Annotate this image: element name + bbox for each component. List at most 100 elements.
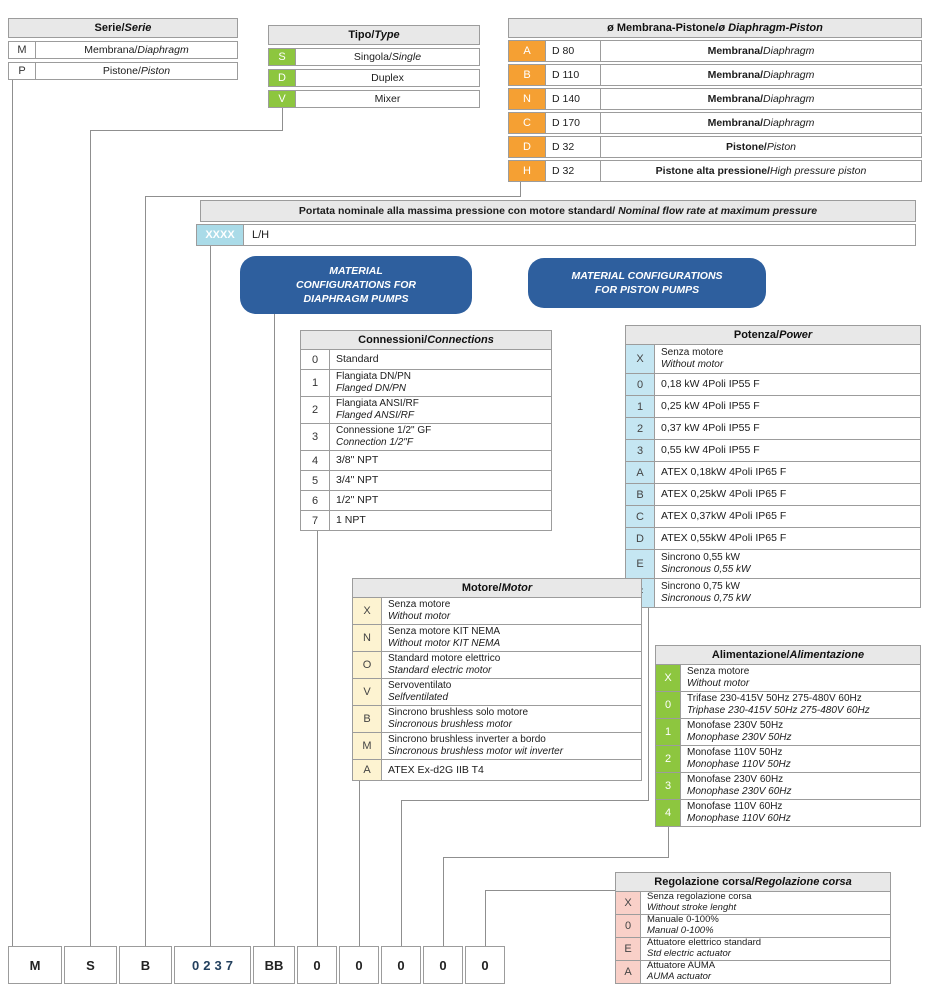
row-desc: Senza motore Without motor — [381, 597, 642, 625]
label-it: Standard — [336, 353, 379, 366]
row-desc: ATEX Ex-d2G IIB T4 — [381, 759, 642, 781]
example-code-serie: M — [8, 946, 62, 984]
label-it: Singola/ — [353, 50, 392, 63]
title-it: Regolazione corsa/ — [654, 876, 755, 888]
code-cell: P — [8, 62, 36, 80]
table-row: N Senza motore KIT NEMA Without motor KIT … — [352, 624, 642, 652]
label-it: 3/4" NPT — [336, 474, 379, 487]
label-it: Monofase 230V 60Hz — [687, 774, 784, 785]
flow-rate-header: Portata nominale alla massima pressione … — [200, 200, 916, 222]
connector-line — [90, 130, 91, 946]
flow-rate-code-cell: XXXX — [196, 224, 244, 246]
title-it: Tipo/ — [348, 29, 375, 41]
title-en: ø Diaphragm-Piston — [718, 22, 823, 34]
code-cell: N — [352, 624, 382, 652]
code-cell: O — [352, 651, 382, 679]
code-cell: B — [508, 64, 546, 86]
code-cell: 3 — [655, 772, 681, 800]
label-en: Without stroke lenght — [647, 902, 737, 913]
size-cell: D 32 — [545, 136, 601, 158]
stroke-regulation-table-title: Regolazione corsa/Regolazione corsa — [615, 872, 891, 892]
code-cell: 1 — [655, 718, 681, 746]
table-row: 0 Standard — [300, 349, 552, 370]
table-row: A ATEX 0,18kW 4Poli IP65 F — [625, 461, 921, 484]
label-it: 0,37 kW 4Poli IP55 F — [661, 422, 760, 435]
table-row: 3 Connessione 1/2" GF Connection 1/2"F — [300, 423, 552, 451]
label-en: Connection 1/2"F — [336, 437, 413, 448]
power-table-title: Potenza/Power — [625, 325, 921, 345]
table-row: 5 3/4" NPT — [300, 470, 552, 491]
connector-line — [359, 781, 360, 946]
table-row: V Mixer — [268, 90, 480, 108]
label-en: Selfventilated — [388, 692, 449, 703]
label-en: Diaphragm — [763, 116, 815, 129]
size-cell: D 32 — [545, 160, 601, 182]
code-cell: 4 — [655, 799, 681, 827]
row-desc: Sincrono brushless inverter a bordo Sincr… — [381, 732, 642, 760]
connector-line — [145, 196, 146, 946]
connections-table: Connessioni/Connections 0 Standard 1 Flang… — [300, 330, 552, 531]
example-code-supply: 0 — [423, 946, 463, 984]
label-it: Senza motore — [661, 347, 724, 358]
label-en: Std electric actuator — [647, 948, 731, 959]
table-row: A Attuatore AUMA AUMA actuator — [615, 960, 891, 984]
row-desc: Membrana/Diaphragm — [600, 64, 922, 86]
connector-line — [210, 246, 211, 946]
connector-line — [317, 531, 318, 946]
row-desc: Pistone/Piston — [600, 136, 922, 158]
row-desc: Sincrono brushless solo motore Sincronous… — [381, 705, 642, 733]
code-cell: X — [352, 597, 382, 625]
code-cell: M — [8, 41, 36, 59]
code-cell: V — [352, 678, 382, 706]
title-en: Connections — [427, 334, 494, 346]
code-cell: 6 — [300, 490, 330, 511]
code-cell: A — [352, 759, 382, 781]
code-cell: 1 — [300, 369, 330, 397]
row-desc: Mixer — [295, 90, 480, 108]
connector-line — [648, 608, 649, 801]
code-cell: B — [625, 483, 655, 506]
label-it: 0,25 kW 4Poli IP55 F — [661, 400, 760, 413]
code-cell: 1 — [625, 395, 655, 418]
code-cell: X — [655, 664, 681, 692]
table-row: E Sincrono 0,55 kW Sincronous 0,55 kW — [625, 549, 921, 579]
code-cell: 4 — [300, 450, 330, 471]
table-row: 0 0,18 kW 4Poli IP55 F — [625, 373, 921, 396]
code-cell: 5 — [300, 470, 330, 491]
label-it: Attuatore AUMA — [647, 960, 716, 972]
label-en: Without motor — [388, 611, 451, 622]
code-cell: 3 — [625, 439, 655, 462]
example-code-connections: 0 — [297, 946, 337, 984]
connector-line — [443, 857, 444, 946]
row-desc: 3/4" NPT — [329, 470, 552, 491]
row-desc: Trifase 230-415V 50Hz 275-480V 60Hz Triph… — [680, 691, 921, 719]
code-cell: S — [268, 48, 296, 66]
title-en: Power — [779, 329, 813, 341]
label-en: Manual 0-100% — [647, 925, 714, 936]
title-it: ø Membrana-Pistone/ — [607, 22, 719, 34]
row-desc: 0,37 kW 4Poli IP55 F — [654, 417, 921, 440]
code-cell: D — [625, 527, 655, 550]
table-row: O Standard motore elettrico Standard elect… — [352, 651, 642, 679]
supply-table: Alimentazione/Alimentazione X Senza motor… — [655, 645, 921, 827]
tipo-table-title: Tipo/Type — [268, 25, 480, 45]
table-row: 1 0,25 kW 4Poli IP55 F — [625, 395, 921, 418]
example-code-tipo: S — [64, 946, 117, 984]
label-en: Monophase 230V 50Hz — [687, 732, 792, 743]
size-cell: D 140 — [545, 88, 601, 110]
label-it: Membrana/ — [84, 43, 138, 56]
label-en: Monophase 110V 60Hz — [687, 813, 791, 824]
supply-table-title: Alimentazione/Alimentazione — [655, 645, 921, 665]
row-desc: 0,55 kW 4Poli IP55 F — [654, 439, 921, 462]
serie-table-title: Serie/Serie — [8, 18, 238, 38]
label-it: ATEX 0,55kW 4Poli IP65 F — [661, 532, 787, 545]
label-it: Servoventilato — [388, 680, 452, 691]
label-it: Sincrono 0,55 kW — [661, 552, 740, 563]
code-cell: A — [508, 40, 546, 62]
row-desc: Pistone/ Piston — [35, 62, 238, 80]
code-cell: E — [625, 549, 655, 579]
label-en: Standard electric motor — [388, 665, 492, 676]
table-row: 4 3/8" NPT — [300, 450, 552, 471]
